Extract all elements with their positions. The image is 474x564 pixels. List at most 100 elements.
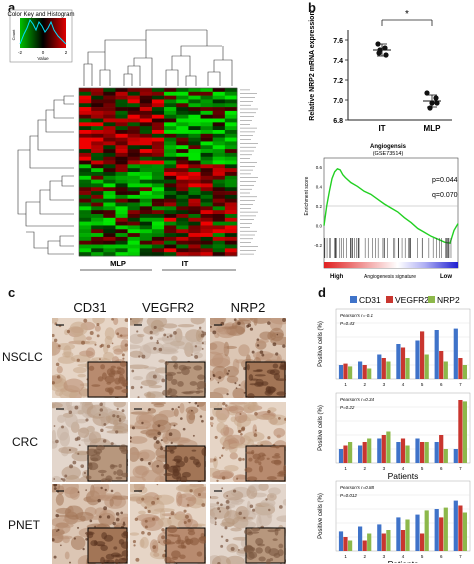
heatmap-cell xyxy=(151,206,165,211)
heatmap-cell xyxy=(91,118,104,123)
bar-nrp2 xyxy=(424,442,429,463)
heatmap-cell xyxy=(79,210,92,215)
heatmap-cell xyxy=(188,130,201,135)
heatmap-cell xyxy=(103,107,116,112)
heatmap-cell xyxy=(115,221,128,226)
heatmap-cell xyxy=(212,137,226,142)
heatmap-cell xyxy=(139,114,153,119)
heatmap-cell xyxy=(79,156,92,161)
heatmap-cell xyxy=(79,248,92,253)
heatmap-cell xyxy=(127,156,141,161)
heatmap-cell xyxy=(200,217,213,222)
color-key-gradient xyxy=(20,18,66,48)
heatmap-cell xyxy=(164,99,177,104)
heatmap-cell xyxy=(91,133,104,138)
heatmap-cell xyxy=(139,198,153,203)
heatmap-cell xyxy=(176,152,189,158)
heatmap-cell xyxy=(188,145,201,150)
heatmap-cell xyxy=(103,252,116,257)
heatmap-cell xyxy=(103,221,116,226)
bar-vegfr2 xyxy=(439,517,444,551)
heatmap-cell xyxy=(115,118,128,123)
heatmap-cell xyxy=(200,91,213,96)
heatmap-cell xyxy=(127,164,141,169)
heatmap-cell xyxy=(139,187,153,192)
heatmap-cell xyxy=(200,214,213,219)
gsea-p-value: p=0.044 xyxy=(432,177,458,184)
heatmap-cell xyxy=(103,95,116,100)
heatmap-cell xyxy=(164,149,177,154)
heatmap-cell xyxy=(91,233,104,238)
heatmap-cell xyxy=(79,88,92,93)
heatmap-cell xyxy=(176,118,189,123)
heatmap-cell xyxy=(127,236,141,242)
heatmap-cell xyxy=(200,175,213,180)
heatmap-cell xyxy=(115,194,128,200)
heatmap-cell xyxy=(212,229,226,234)
heatmap-cell xyxy=(164,122,177,127)
heatmap-cell xyxy=(91,179,104,184)
bar-xtick: 1 xyxy=(344,466,347,471)
heatmap-cell xyxy=(224,137,238,142)
heatmap-cell xyxy=(139,145,153,150)
heatmap-cell xyxy=(164,233,177,238)
heatmap-cell xyxy=(103,233,116,238)
heatmap-cell xyxy=(127,103,141,108)
bar-nrp2 xyxy=(443,361,448,379)
heatmap-cell xyxy=(164,126,177,131)
bar-nrp2 xyxy=(443,507,448,551)
heatmap-cell xyxy=(151,179,165,184)
ihc-micrograph xyxy=(210,484,286,564)
heatmap-cell xyxy=(91,122,104,127)
ihc-row-pnet: PNET xyxy=(8,518,41,532)
bar-vegfr2 xyxy=(400,530,406,551)
heatmap-cell xyxy=(224,107,238,112)
heatmap-cell xyxy=(151,217,165,222)
heatmap-cell xyxy=(103,194,116,200)
heatmap-cell xyxy=(200,95,213,100)
heatmap-cell xyxy=(176,214,189,219)
scatter-ytick: 6.8 xyxy=(333,118,343,125)
heatmap-cell xyxy=(91,107,104,112)
heatmap-cell xyxy=(139,156,153,161)
heatmap-cell xyxy=(139,137,153,142)
heatmap-cell xyxy=(103,110,116,116)
heatmap-cell xyxy=(212,156,226,161)
heatmap-cell xyxy=(164,88,177,93)
bar-xtick: 3 xyxy=(383,554,386,559)
heatmap-cell xyxy=(200,198,213,203)
heatmap-cell xyxy=(103,183,116,188)
heatmap-cell xyxy=(127,221,141,226)
heatmap-cell xyxy=(79,191,92,196)
heatmap-cell xyxy=(188,252,201,257)
heatmap-cell xyxy=(164,187,177,192)
heatmap-cell xyxy=(79,95,92,100)
heatmap-cell xyxy=(176,130,189,135)
heatmap-cell xyxy=(139,95,153,100)
bar-vegfr2 xyxy=(400,347,406,379)
heatmap-cell xyxy=(176,91,189,96)
heatmap-cell xyxy=(139,107,153,112)
heatmap-cell xyxy=(224,114,238,119)
heatmap-cell xyxy=(103,149,116,154)
bar-ylabel: Positive cells (%) xyxy=(318,321,324,367)
heatmap-cell xyxy=(151,183,165,188)
heatmap-cell xyxy=(200,164,213,169)
heatmap-cell xyxy=(224,198,238,203)
heatmap-cell xyxy=(103,164,116,169)
bar-cd31 xyxy=(377,354,382,379)
heatmap-cell xyxy=(188,107,201,112)
heatmap-cell xyxy=(103,145,116,150)
heatmap-cell xyxy=(91,229,104,234)
heatmap-cell xyxy=(200,160,213,165)
heatmap-cell xyxy=(212,130,226,135)
bar-nrp2 xyxy=(424,510,429,551)
bar-chart-crc: Positive cells (%) Pearson's r=0.34 P=0.22… xyxy=(318,392,471,481)
heatmap-cell xyxy=(127,194,141,200)
heatmap-cell xyxy=(139,244,153,249)
heatmap-cell xyxy=(127,198,141,203)
heatmap-cell xyxy=(176,107,189,112)
heatmap-group-mlp: MLP xyxy=(110,259,126,268)
heatmap-cell xyxy=(103,88,116,93)
heatmap-cell xyxy=(103,225,116,230)
